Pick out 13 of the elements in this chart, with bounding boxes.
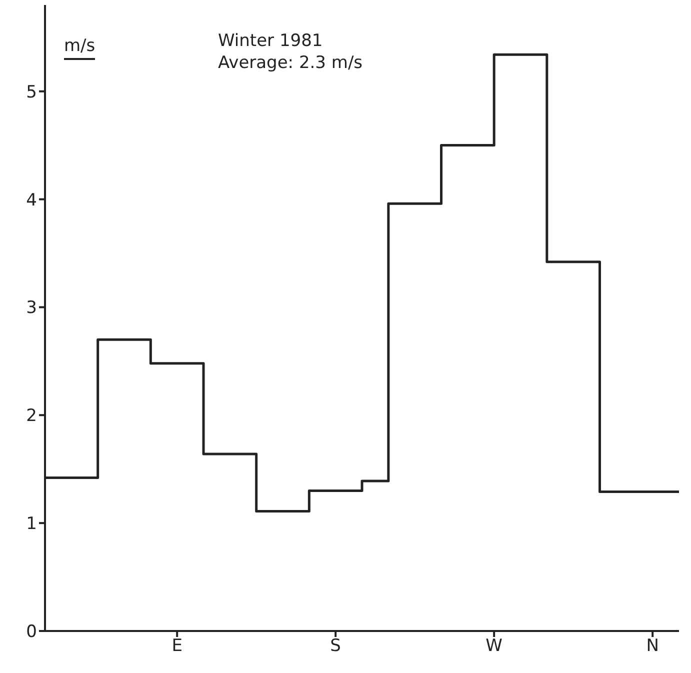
y-tick-label: 3 <box>26 298 37 318</box>
y-tick-label: 0 <box>26 622 37 642</box>
x-tick-label: N <box>646 636 659 656</box>
y-tick-label: 4 <box>26 190 37 210</box>
x-tick-label: S <box>330 636 341 656</box>
x-tick-label: W <box>486 636 503 656</box>
text: Average: 2.3 m/s <box>218 52 363 74</box>
x-tick-label: E <box>172 636 182 656</box>
y-tick-label: 1 <box>26 514 37 534</box>
y-axis-title: m/s <box>64 36 96 60</box>
y-tick-label: 2 <box>26 406 37 426</box>
text: Winter 1981 <box>218 30 324 52</box>
y-tick-label: 5 <box>26 82 37 102</box>
